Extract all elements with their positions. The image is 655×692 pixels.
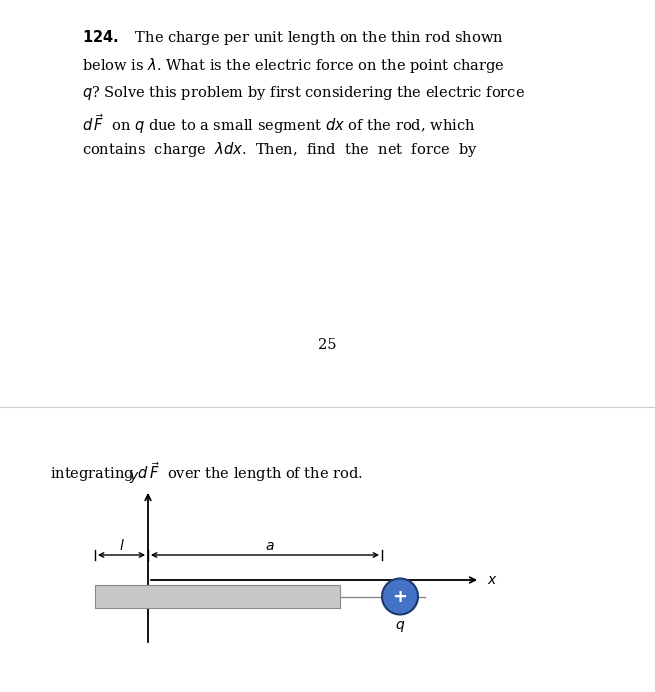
Text: integrating $d\,\vec{F}$  over the length of the rod.: integrating $d\,\vec{F}$ over the length…: [50, 460, 363, 484]
Text: 25: 25: [318, 338, 336, 352]
Text: $x$: $x$: [487, 573, 498, 587]
Text: contains  charge  $\lambda dx$.  Then,  find  the  net  force  by: contains charge $\lambda dx$. Then, find…: [82, 140, 478, 159]
Text: $a$: $a$: [265, 539, 275, 553]
Text: $l$: $l$: [119, 538, 124, 553]
Text: +: +: [392, 588, 407, 606]
Text: $q$? Solve this problem by first considering the electric force: $q$? Solve this problem by first conside…: [82, 84, 525, 102]
Bar: [95, 585, 340, 608]
Text: $y$: $y$: [129, 470, 140, 485]
Circle shape: [382, 579, 418, 614]
Text: $d\,\vec{F}$  on $q$ due to a small segment $dx$ of the rod, which: $d\,\vec{F}$ on $q$ due to a small segme…: [82, 112, 476, 136]
Text: below is $\lambda$. What is the electric force on the point charge: below is $\lambda$. What is the electric…: [82, 56, 505, 75]
Text: $\mathbf{124.}$   The charge per unit length on the thin rod shown: $\mathbf{124.}$ The charge per unit leng…: [82, 28, 504, 47]
Text: $q$: $q$: [395, 619, 405, 635]
